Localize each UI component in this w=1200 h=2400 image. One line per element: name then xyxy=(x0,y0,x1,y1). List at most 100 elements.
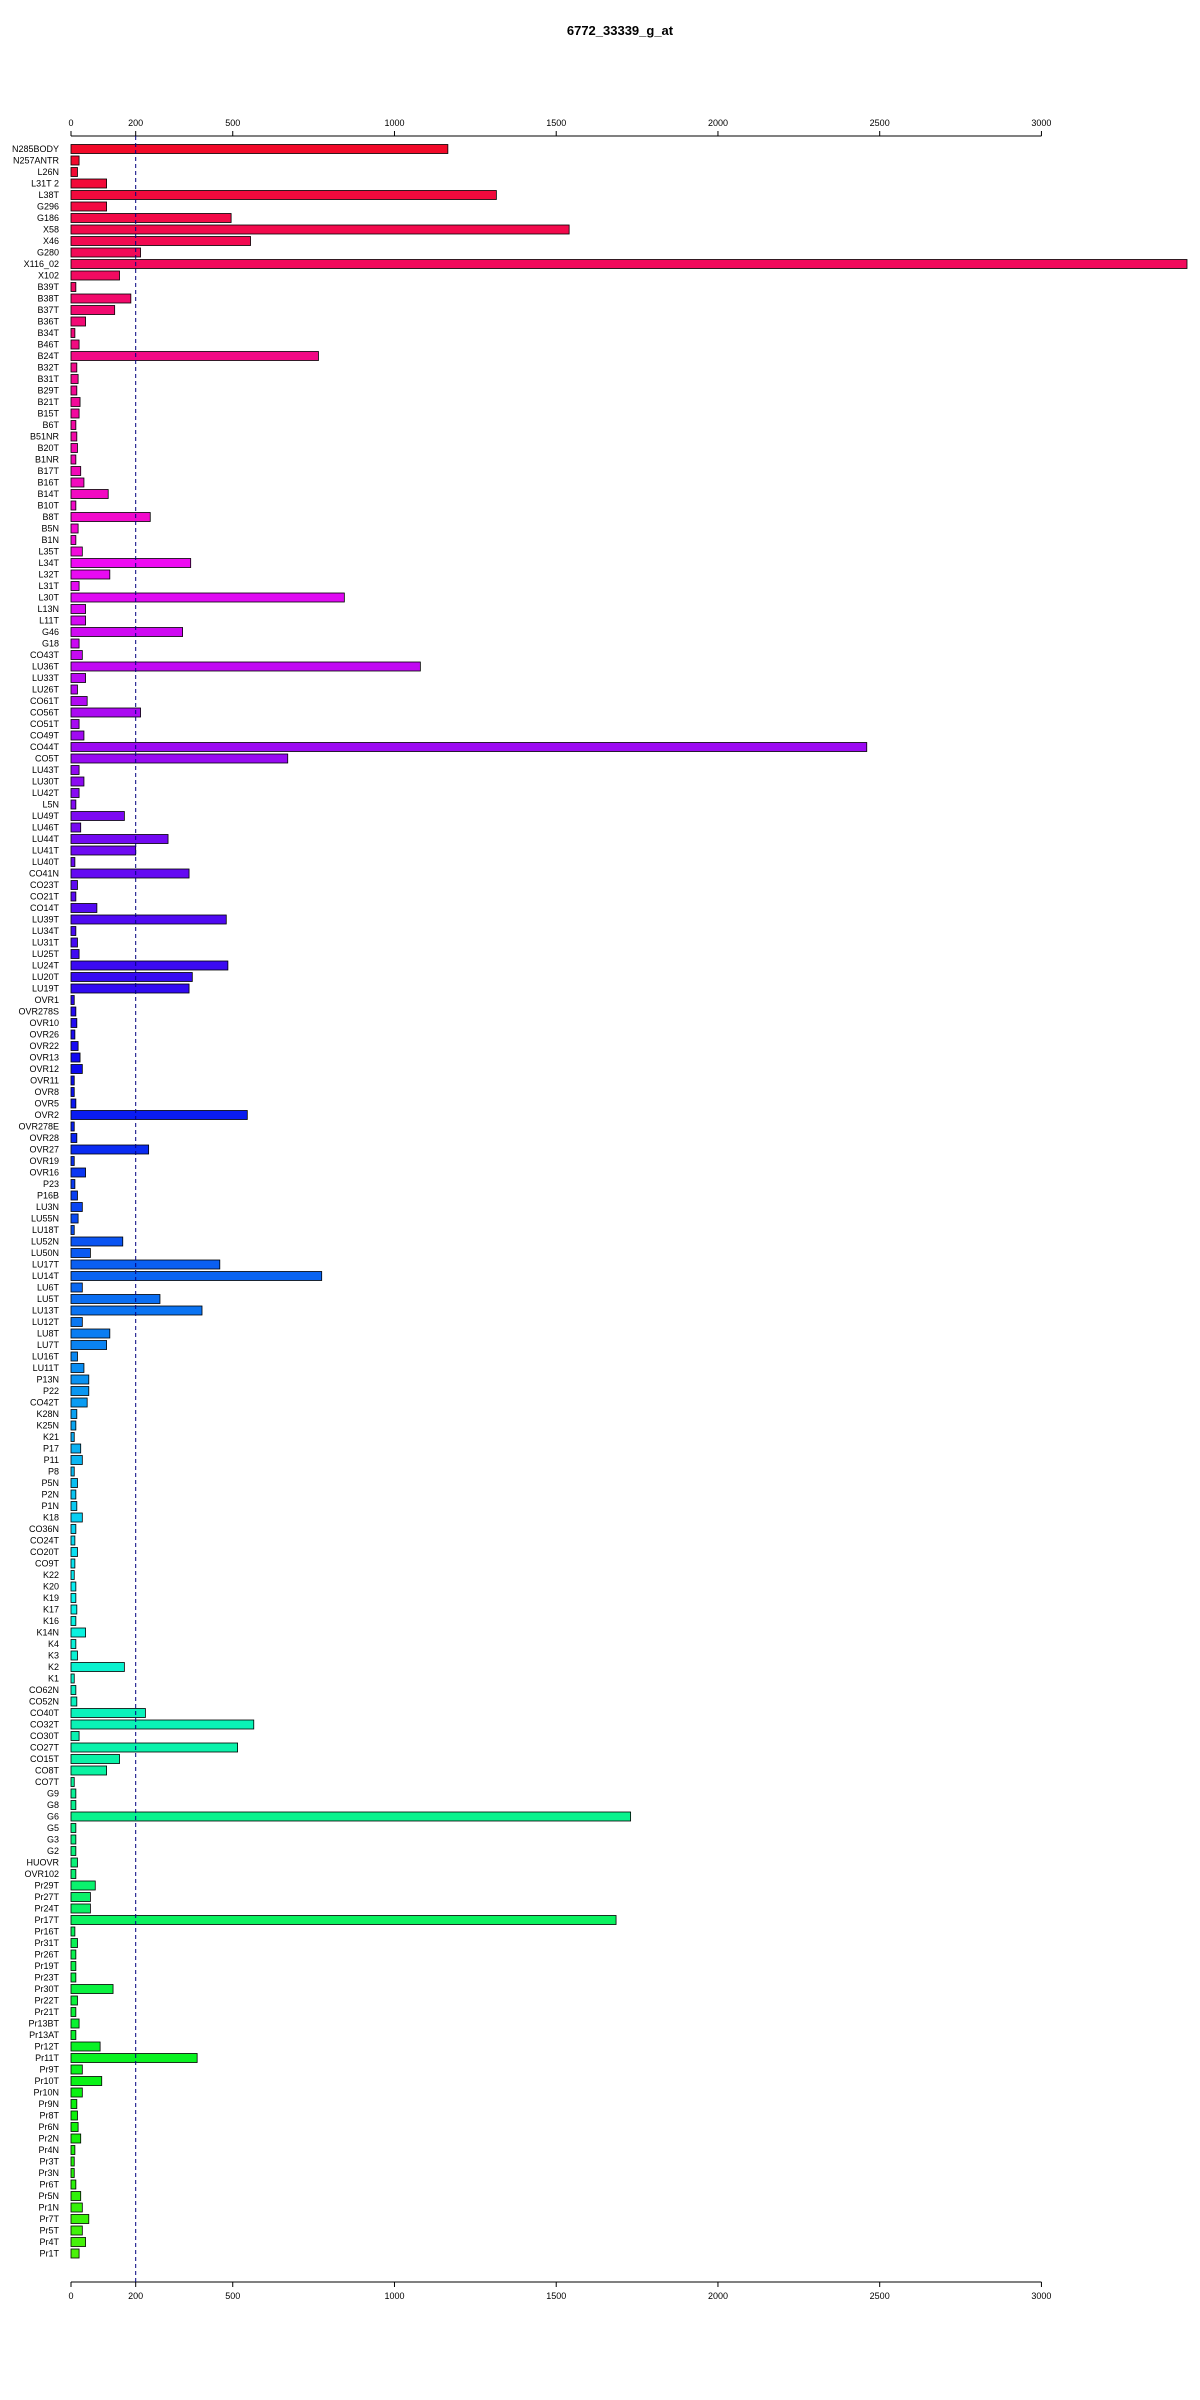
category-label: K21 xyxy=(43,1432,59,1442)
bar xyxy=(70,1616,77,1626)
category-label: LU12T xyxy=(32,1317,60,1327)
category-label: CO21T xyxy=(30,892,60,902)
bar xyxy=(70,1167,86,1178)
category-label: P2N xyxy=(41,1490,59,1500)
bar xyxy=(70,1558,76,1569)
category-label: B17T xyxy=(37,466,59,476)
category-label: B21T xyxy=(37,397,59,407)
bar xyxy=(70,259,1188,269)
bar xyxy=(70,1961,77,1971)
bar xyxy=(70,1650,78,1661)
category-label: B20T xyxy=(37,443,59,453)
bar xyxy=(70,1570,75,1580)
category-label: X46 xyxy=(43,236,59,246)
bar xyxy=(70,604,86,614)
bar xyxy=(70,1662,125,1672)
bar xyxy=(70,1075,75,1086)
bar xyxy=(70,776,85,787)
bar xyxy=(70,1098,77,1109)
category-label: CO52N xyxy=(29,1697,59,1707)
bar xyxy=(70,615,86,626)
category-label: Pr4N xyxy=(38,2145,59,2155)
category-label: HUOVR xyxy=(26,1858,59,1868)
category-label: B46T xyxy=(37,340,59,350)
bar xyxy=(70,1524,77,1534)
category-label: P11 xyxy=(44,1455,59,1465)
bar xyxy=(70,1823,77,1833)
category-label: B51NR xyxy=(30,432,60,442)
bar xyxy=(70,1731,80,1741)
bar xyxy=(70,374,79,384)
bar xyxy=(70,351,319,361)
bar xyxy=(70,1627,86,1638)
category-label: L5N xyxy=(42,800,59,810)
bar xyxy=(70,1466,75,1477)
bar xyxy=(70,2122,79,2132)
category-label: K22 xyxy=(43,1570,59,1580)
bar xyxy=(70,546,83,557)
category-label: Pr3T xyxy=(39,2157,59,2167)
category-label: B37T xyxy=(37,305,59,315)
category-label: B34T xyxy=(37,328,59,338)
category-label: Pr22T xyxy=(34,1996,59,2006)
bar xyxy=(70,466,82,476)
category-label: LU3N xyxy=(36,1202,59,1212)
category-label: LU13T xyxy=(32,1306,60,1316)
category-label: B32T xyxy=(37,363,59,373)
category-label: G9 xyxy=(47,1789,59,1799)
category-label: B29T xyxy=(37,386,59,396)
bar xyxy=(70,1742,238,1753)
bar xyxy=(70,2248,80,2259)
category-label: G3 xyxy=(47,1835,59,1845)
category-label: LU41T xyxy=(32,846,60,856)
category-label: CO24T xyxy=(30,1536,60,1546)
category-label: B15T xyxy=(37,409,59,419)
category-label: CO23T xyxy=(30,880,60,890)
bar xyxy=(70,1006,77,1017)
bar xyxy=(70,2179,77,2190)
category-label: Pr10T xyxy=(34,2076,59,2086)
category-label: CO44T xyxy=(30,742,60,752)
category-label: B1NR xyxy=(35,455,60,465)
category-label: LU42T xyxy=(32,788,60,798)
category-label: Pr9T xyxy=(39,2065,59,2075)
bar xyxy=(70,535,77,545)
category-label: G6 xyxy=(47,1812,59,1822)
category-label: LU17T xyxy=(32,1260,60,1270)
category-label: Pr1T xyxy=(39,2249,59,2259)
bar xyxy=(70,1432,75,1442)
bar xyxy=(70,1443,82,1454)
category-label: L32T xyxy=(38,570,59,580)
bar xyxy=(70,1892,91,1902)
category-label: CO15T xyxy=(30,1754,60,1764)
category-label: CO36N xyxy=(29,1524,59,1534)
tick-label: 3000 xyxy=(1031,118,1051,128)
bar xyxy=(70,282,77,292)
bar xyxy=(70,719,80,729)
bar xyxy=(70,1673,75,1684)
bar xyxy=(70,1305,203,1316)
category-label: L11T xyxy=(39,616,59,626)
bar xyxy=(70,834,169,844)
category-label: Pr8T xyxy=(39,2111,59,2121)
bar xyxy=(70,2237,86,2247)
bar xyxy=(70,1754,120,1764)
category-label: LU16T xyxy=(32,1352,60,1362)
category-label: K16 xyxy=(43,1616,59,1626)
bar xyxy=(70,1938,78,1948)
bar xyxy=(70,972,193,982)
category-label: LU31T xyxy=(32,938,60,948)
category-label: CO40T xyxy=(30,1708,60,1718)
category-label: LU52N xyxy=(31,1237,59,1247)
category-label: Pr5T xyxy=(39,2226,59,2236)
category-label: B24T xyxy=(37,351,59,361)
bar xyxy=(70,362,78,373)
bar xyxy=(70,753,289,764)
bar xyxy=(70,891,77,902)
category-label: G8 xyxy=(47,1800,59,1810)
bar xyxy=(70,1087,75,1097)
category-label: P1N xyxy=(41,1501,59,1511)
category-label: Pr23T xyxy=(34,1973,59,1983)
bar xyxy=(70,1294,161,1304)
category-label: LU34T xyxy=(32,926,60,936)
